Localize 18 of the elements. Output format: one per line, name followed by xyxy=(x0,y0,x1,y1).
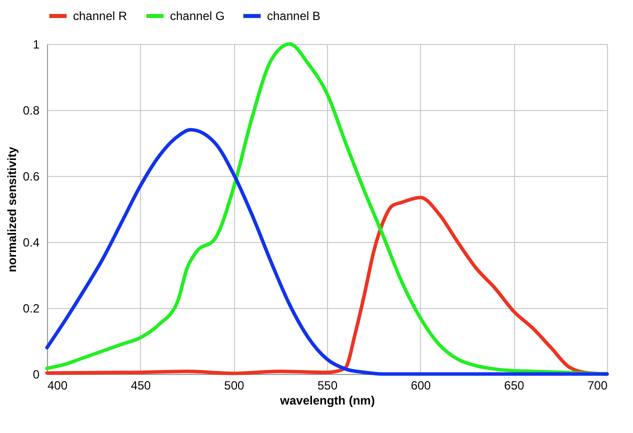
y-tick-label: 0.2 xyxy=(22,302,40,316)
x-axis-title: wavelength (nm) xyxy=(279,394,375,408)
legend-label: channel B xyxy=(267,9,320,23)
x-tick-label: 500 xyxy=(224,378,244,392)
x-tick-label: 700 xyxy=(587,378,608,392)
y-tick-label: 0.4 xyxy=(22,236,40,250)
y-tick-label: 0 xyxy=(32,368,40,382)
x-tick-label: 450 xyxy=(130,378,152,392)
x-tick-label: 400 xyxy=(48,378,68,392)
x-tick-label: 600 xyxy=(410,378,432,392)
legend-label: channel R xyxy=(73,9,128,23)
x-tick-label: 650 xyxy=(504,378,524,392)
y-tick-label: 0.8 xyxy=(22,104,40,118)
y-axis-title: normalized sensitivity xyxy=(4,146,19,272)
y-tick-label: 0.6 xyxy=(22,170,40,184)
x-tick-label: 550 xyxy=(317,378,338,392)
y-tick-label: 1 xyxy=(32,38,40,52)
legend-label: channel G xyxy=(170,9,225,23)
